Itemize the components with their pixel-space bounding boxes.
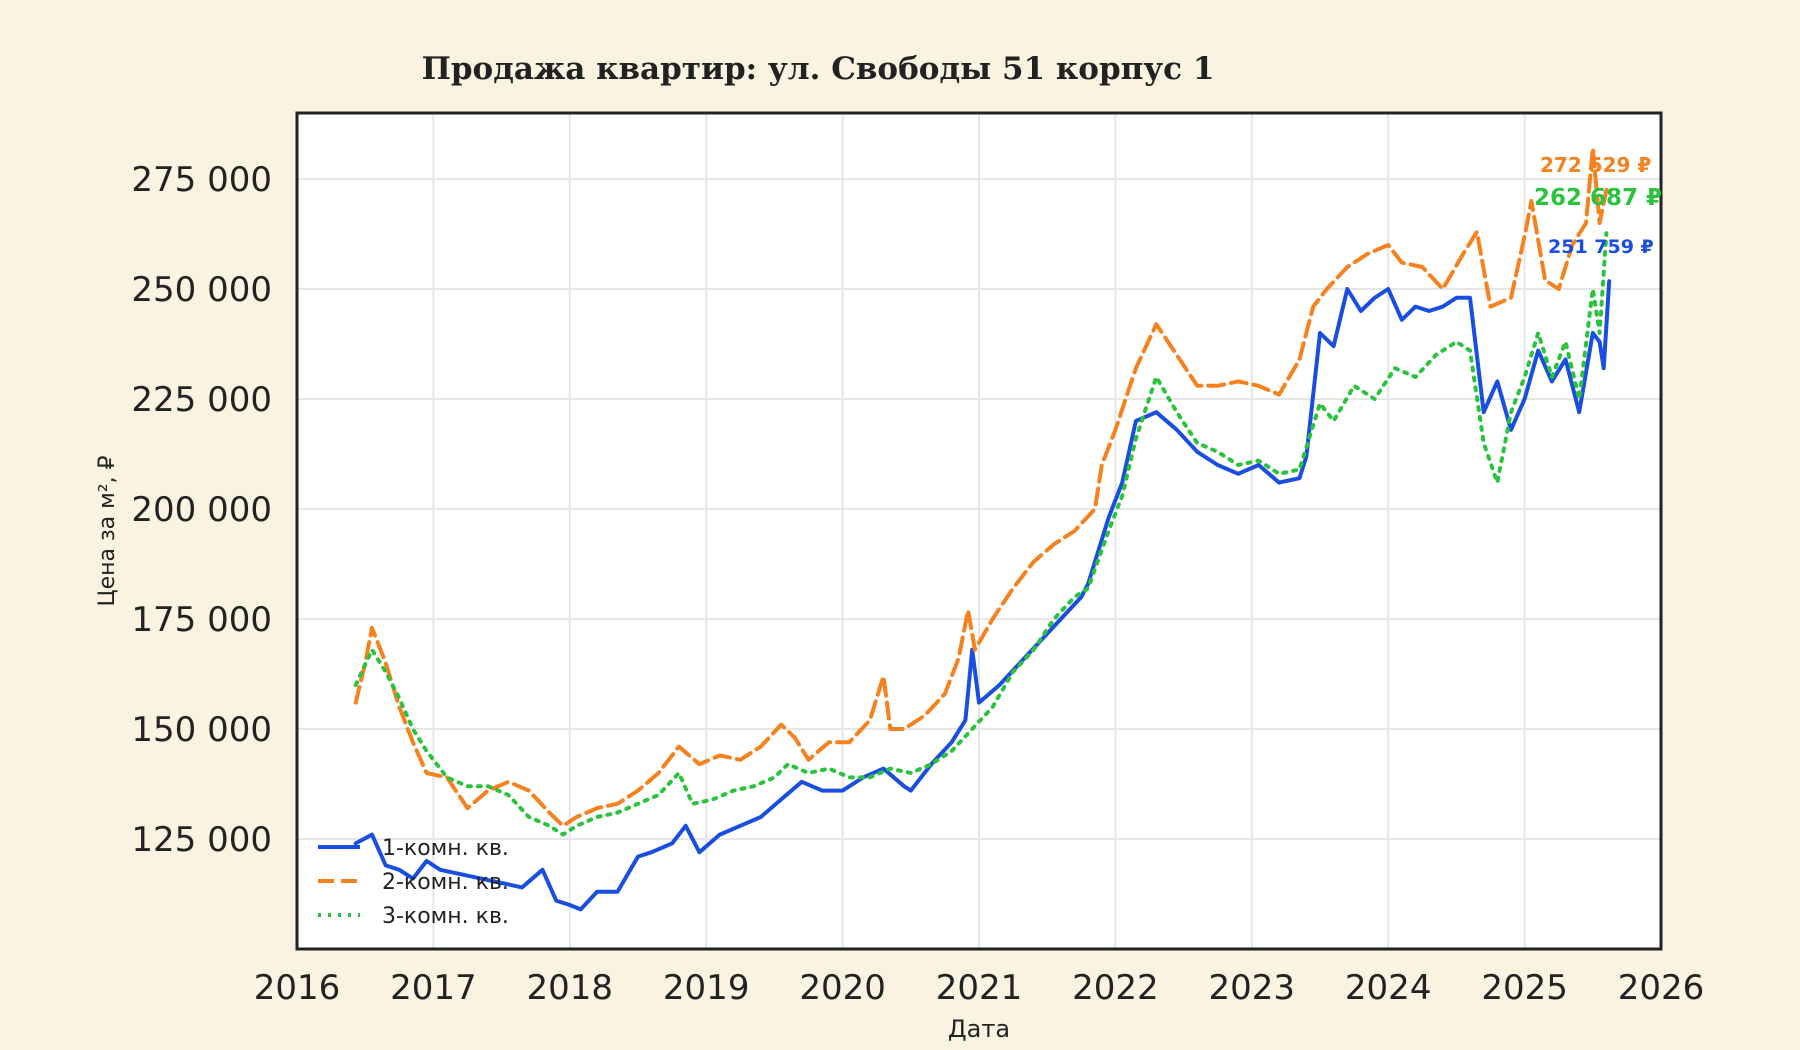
series-end-label-1: 251 759 ₽ [1548,236,1654,258]
x-axis-ticks: 2016 2017 2018 2019 2020 2021 2022 2023 2024 2025… [254,968,1705,1008]
x-tick-label: 2023 [1209,968,1296,1008]
series-end-label-3: 262 687 ₽ [1534,185,1662,211]
legend-label-2: 2-комн. кв. [382,870,509,895]
y-tick-label: 175 000 [131,600,272,640]
x-tick-label: 2018 [527,968,614,1008]
x-tick-label: 2021 [936,968,1023,1008]
end-value-labels: 251 759 ₽ 272 529 ₽ 262 687 ₽ [1534,153,1662,258]
x-axis-label: Дата [948,1015,1010,1043]
x-tick-label: 2020 [799,968,886,1008]
legend: 1-комн. кв. 2-комн. кв. 3-комн. кв. [318,836,509,929]
series-line-3 [353,231,1609,837]
legend-label-1: 1-комн. кв. [382,836,509,861]
x-tick-label: 2022 [1072,968,1159,1008]
chart-title: Продажа квартир: ул. Свободы 51 корпус 1 [422,51,1215,87]
series-end-label-2: 272 529 ₽ [1540,153,1651,177]
y-tick-label: 125 000 [131,820,272,860]
y-tick-label: 250 000 [131,270,272,310]
plot-frame [295,111,1663,951]
x-tick-label: 2017 [390,968,477,1008]
x-tick-label: 2019 [663,968,750,1008]
y-axis-ticks: 125 000 150 000 175 000 200 000 225 000 250 0… [131,160,272,860]
series-line-1 [353,279,1612,912]
legend-label-3: 3-комн. кв. [382,904,509,929]
y-axis-label: Цена за м², ₽ [95,455,120,606]
x-tick-label: 2024 [1345,968,1432,1008]
y-tick-label: 225 000 [131,380,272,420]
x-tick-label: 2016 [254,968,341,1008]
y-tick-label: 200 000 [131,490,272,530]
series-line-2 [353,146,1609,828]
x-tick-label: 2026 [1618,968,1705,1008]
y-tick-label: 275 000 [131,160,272,200]
y-tick-label: 150 000 [131,710,272,750]
series-group [353,146,1612,912]
x-tick-label: 2025 [1481,968,1568,1008]
